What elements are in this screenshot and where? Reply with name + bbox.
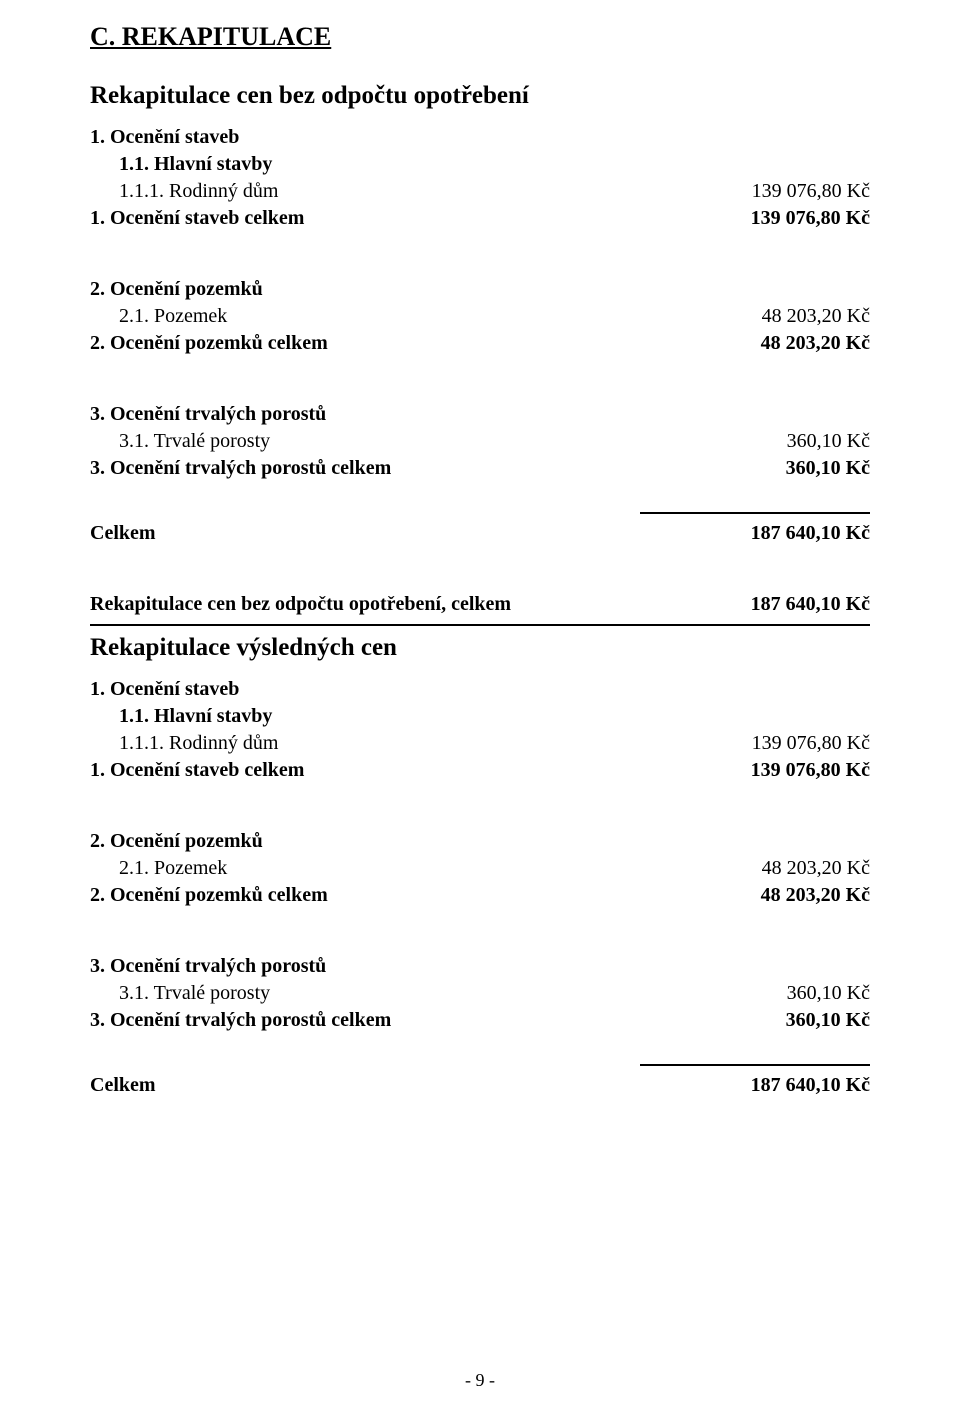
divider-full <box>90 624 870 626</box>
label: 3. Ocenění trvalých porostů celkem <box>90 455 786 482</box>
label: 2.1. Pozemek <box>90 303 762 330</box>
label: 3. Ocenění trvalých porostů <box>90 953 870 980</box>
subheading-recap-final: Rekapitulace výsledných cen <box>90 634 870 662</box>
label: 1. Ocenění staveb celkem <box>90 205 751 232</box>
b1-sec1-total-row: 1. Ocenění staveb celkem 139 076,80 Kč <box>90 205 870 232</box>
label: 3.1. Trvalé porosty <box>90 428 787 455</box>
value: 139 076,80 Kč <box>752 730 870 757</box>
b1-sec1-1-1-row: 1.1.1. Rodinný dům 139 076,80 Kč <box>90 178 870 205</box>
value: 360,10 Kč <box>787 980 870 1007</box>
b2-grand-total-row: Celkem 187 640,10 Kč <box>90 1072 870 1099</box>
label: 1.1. Hlavní stavby <box>90 151 870 178</box>
value: 48 203,20 Kč <box>761 882 870 909</box>
b2-sec2-heading: 2. Ocenění pozemků <box>90 828 870 855</box>
label: 3. Ocenění trvalých porostů celkem <box>90 1007 786 1034</box>
label: 2. Ocenění pozemků <box>90 828 870 855</box>
value: 48 203,20 Kč <box>762 855 870 882</box>
label: 1.1. Hlavní stavby <box>90 703 870 730</box>
label: 1. Ocenění staveb celkem <box>90 757 751 784</box>
b1-sec1-1-heading: 1.1. Hlavní stavby <box>90 151 870 178</box>
label: 1.1.1. Rodinný dům <box>90 730 752 757</box>
b1-sec2-total-row: 2. Ocenění pozemků celkem 48 203,20 Kč <box>90 330 870 357</box>
label: 2. Ocenění pozemků celkem <box>90 330 761 357</box>
subheading-recap-no-wear: Rekapitulace cen bez odpočtu opotřebení <box>90 82 870 110</box>
b2-sec1-1-1-row: 1.1.1. Rodinný dům 139 076,80 Kč <box>90 730 870 757</box>
label: 1. Ocenění staveb <box>90 676 870 703</box>
label: 3.1. Trvalé porosty <box>90 980 787 1007</box>
label: 3. Ocenění trvalých porostů <box>90 401 870 428</box>
label: Celkem <box>90 1072 751 1099</box>
value: 360,10 Kč <box>787 428 870 455</box>
label: 1. Ocenění staveb <box>90 124 870 151</box>
value: 187 640,10 Kč <box>751 1072 870 1099</box>
value: 139 076,80 Kč <box>752 178 870 205</box>
b2-sec1-1-heading: 1.1. Hlavní stavby <box>90 703 870 730</box>
b1-grand-total-row: Celkem 187 640,10 Kč <box>90 520 870 547</box>
b1-sec1-heading: 1. Ocenění staveb <box>90 124 870 151</box>
b1-sec3-1-row: 3.1. Trvalé porosty 360,10 Kč <box>90 428 870 455</box>
value: 360,10 Kč <box>786 455 870 482</box>
b2-sec2-total-row: 2. Ocenění pozemků celkem 48 203,20 Kč <box>90 882 870 909</box>
recap-no-wear-total-row: Rekapitulace cen bez odpočtu opotřebení,… <box>90 591 870 618</box>
label: Rekapitulace cen bez odpočtu opotřebení,… <box>90 591 751 618</box>
value: 139 076,80 Kč <box>751 205 870 232</box>
label: 1.1.1. Rodinný dům <box>90 178 752 205</box>
page-number: - 9 - <box>0 1370 960 1391</box>
label: Celkem <box>90 520 751 547</box>
b2-sec1-total-row: 1. Ocenění staveb celkem 139 076,80 Kč <box>90 757 870 784</box>
value: 187 640,10 Kč <box>751 520 870 547</box>
divider-partial <box>640 1064 870 1066</box>
b1-sec3-heading: 3. Ocenění trvalých porostů <box>90 401 870 428</box>
value: 48 203,20 Kč <box>761 330 870 357</box>
b1-sec2-1-row: 2.1. Pozemek 48 203,20 Kč <box>90 303 870 330</box>
value: 187 640,10 Kč <box>751 591 870 618</box>
section-heading-main: C. REKAPITULACE <box>90 22 870 52</box>
value: 139 076,80 Kč <box>751 757 870 784</box>
b2-sec1-heading: 1. Ocenění staveb <box>90 676 870 703</box>
value: 360,10 Kč <box>786 1007 870 1034</box>
value: 48 203,20 Kč <box>762 303 870 330</box>
divider-partial <box>640 512 870 514</box>
b2-sec3-total-row: 3. Ocenění trvalých porostů celkem 360,1… <box>90 1007 870 1034</box>
b2-sec2-1-row: 2.1. Pozemek 48 203,20 Kč <box>90 855 870 882</box>
label: 2. Ocenění pozemků <box>90 276 870 303</box>
b2-sec3-heading: 3. Ocenění trvalých porostů <box>90 953 870 980</box>
b1-sec3-total-row: 3. Ocenění trvalých porostů celkem 360,1… <box>90 455 870 482</box>
label: 2. Ocenění pozemků celkem <box>90 882 761 909</box>
label: 2.1. Pozemek <box>90 855 762 882</box>
b1-sec2-heading: 2. Ocenění pozemků <box>90 276 870 303</box>
b2-sec3-1-row: 3.1. Trvalé porosty 360,10 Kč <box>90 980 870 1007</box>
